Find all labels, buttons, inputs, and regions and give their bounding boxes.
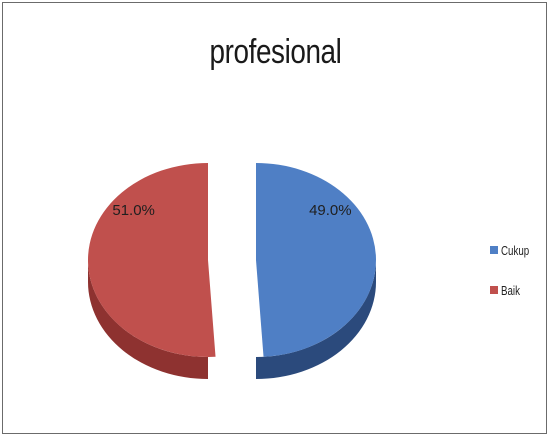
legend-swatch-cukup	[490, 246, 498, 254]
legend-label-cukup: Cukup	[501, 242, 530, 258]
pie-slice-baik-side	[88, 260, 208, 379]
legend-item-baik: Baik	[490, 279, 539, 301]
legend-swatch-baik	[490, 286, 498, 294]
legend-item-cukup: Cukup	[490, 239, 539, 261]
chart-title: profesional	[209, 33, 342, 71]
pie-chart: 49.0% 51.0%	[87, 162, 376, 379]
pie-slice-cukup-side	[256, 260, 376, 379]
chart-frame: profesional 49.0% 51.0% Cukup Baik	[2, 2, 547, 434]
legend-label-baik: Baik	[501, 282, 520, 298]
legend: Cukup Baik	[490, 239, 539, 319]
pie-slice-baik	[87, 162, 216, 357]
data-label-cukup: 49.0%	[309, 202, 352, 219]
data-label-baik: 51.0%	[112, 202, 155, 219]
pie-slice-cukup	[256, 163, 376, 357]
